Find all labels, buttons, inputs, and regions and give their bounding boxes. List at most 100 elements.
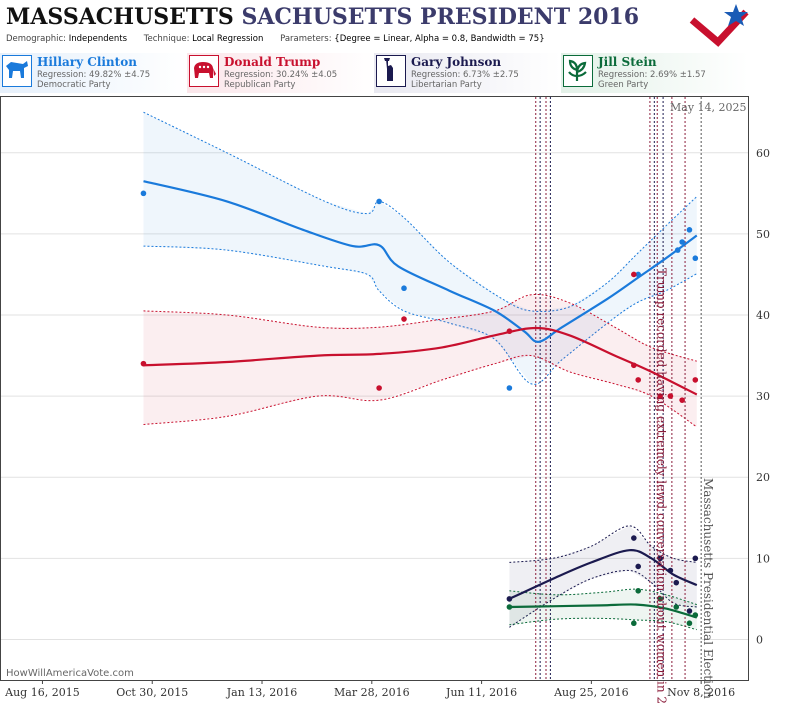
data-point	[631, 271, 637, 278]
legend-name: Hillary Clinton	[37, 55, 137, 69]
y-tick-label: 50	[756, 228, 770, 241]
data-point	[506, 328, 513, 335]
data-point	[679, 239, 685, 245]
data-point	[667, 393, 674, 399]
legend-regression: Regression: 30.24% ±4.05	[224, 70, 338, 80]
data-point	[140, 360, 147, 367]
data-point	[401, 316, 407, 322]
data-point	[686, 227, 693, 233]
confidence-band	[509, 525, 697, 628]
data-point	[692, 612, 699, 618]
data-point	[657, 555, 663, 562]
data-point	[635, 587, 642, 594]
confidence-band	[143, 294, 697, 427]
data-point	[506, 385, 513, 391]
legend-party: Democratic Party	[37, 80, 111, 90]
x-tick-label: Jan 13, 2016	[226, 686, 298, 699]
liberty-statue-icon	[376, 55, 406, 87]
donkey-icon	[2, 55, 32, 87]
data-point	[401, 285, 407, 292]
legend-item-trump: Donald Trump Regression: 30.24% ±4.05 Re…	[187, 53, 374, 93]
data-point	[631, 535, 637, 541]
y-tick-label: 20	[756, 471, 770, 484]
data-point	[692, 255, 699, 262]
data-point	[635, 271, 642, 278]
data-point	[692, 555, 699, 562]
legend-name: Gary Johnson	[411, 55, 502, 69]
parameters-label: Parameters:	[280, 34, 332, 44]
demographic-label: Demographic:	[6, 34, 67, 44]
event-annotation: Massachusetts Presidential Election	[701, 478, 715, 699]
upper-bound-line	[509, 525, 697, 563]
data-point	[506, 596, 513, 602]
upper-bound-line	[143, 111, 698, 313]
data-point	[692, 377, 699, 383]
legend-item-stein: Jill Stein Regression: 2.69% ±1.57 Green…	[561, 53, 748, 93]
data-point	[140, 190, 147, 197]
event-annotation: Trump recorded having extremely lewd con…	[654, 268, 668, 704]
data-point	[506, 604, 513, 610]
demographic-value: Independents	[68, 34, 128, 44]
x-tick-label: Jun 11, 2016	[445, 686, 517, 699]
upper-bound-line	[509, 588, 697, 606]
confidence-band	[143, 112, 697, 384]
subtitle: Demographic: Independents Technique: Loc…	[6, 34, 559, 44]
data-point	[635, 563, 642, 570]
legend-item-johnson: Gary Johnson Regression: 6.73% ±2.75 Lib…	[374, 53, 561, 93]
data-point	[679, 397, 685, 403]
data-point	[673, 579, 680, 586]
legend-party: Republican Party	[224, 80, 296, 90]
x-tick-label: Mar 28, 2016	[334, 686, 410, 699]
chart: 0 10 20 30 40 50 60 Aug 16, 2015 Oct 30, 2015 Jan…	[0, 96, 770, 704]
header: MASSACHUSETTS SACHUSETTS PRESIDENT 2016 …	[0, 0, 789, 52]
y-tick-label: 10	[756, 552, 770, 565]
lower-bound-line	[143, 354, 698, 428]
data-point	[667, 567, 674, 574]
x-tick-label: Aug 16, 2015	[4, 686, 80, 699]
leaf-icon	[563, 55, 593, 87]
data-point	[657, 393, 663, 399]
legend-regression: Regression: 49.82% ±4.75	[37, 70, 151, 80]
y-tick-label: 40	[756, 309, 770, 322]
y-tick-label: 0	[756, 633, 763, 646]
technique-value: Local Regression	[192, 34, 264, 44]
x-tick-label: Nov 8, 2016	[667, 686, 735, 699]
date-stamp: May 14, 2025	[670, 101, 747, 114]
y-tick-label: 30	[756, 390, 770, 403]
legend-item-clinton: Hillary Clinton Regression: 49.82% ±4.75…	[0, 53, 187, 93]
lower-bound-line	[509, 569, 697, 628]
legend-regression: Regression: 6.73% ±2.75	[411, 70, 519, 80]
data-point	[673, 604, 680, 610]
y-tick-label: 60	[756, 147, 770, 160]
data-point	[686, 620, 693, 627]
legend: Hillary Clinton Regression: 49.82% ±4.75…	[0, 53, 789, 93]
data-point	[674, 247, 681, 253]
data-point	[631, 620, 637, 627]
x-tick-label: Oct 30, 2015	[116, 686, 188, 699]
data-point	[635, 377, 642, 383]
legend-regression: Regression: 2.69% ±1.57	[598, 70, 706, 80]
elephant-icon	[189, 55, 219, 87]
x-tick-label: Aug 25, 2016	[553, 686, 629, 699]
parameters-value: {Degree = Linear, Alpha = 0.8, Bandwidth…	[334, 34, 545, 44]
regression-line	[143, 180, 698, 343]
regression-line	[509, 603, 698, 619]
data-point	[376, 198, 382, 205]
legend-name: Jill Stein	[598, 55, 657, 69]
watermark: HowWillAmericaVote.com	[6, 668, 134, 679]
legend-name: Donald Trump	[224, 55, 321, 69]
confidence-band	[509, 589, 697, 630]
regression-line	[143, 326, 698, 396]
legend-party: Libertarian Party	[411, 80, 482, 90]
data-point	[657, 596, 663, 602]
technique-label: Technique:	[143, 34, 190, 44]
regression-line	[508, 549, 698, 600]
data-point	[376, 385, 382, 391]
upper-bound-line	[143, 293, 697, 362]
lower-bound-line	[143, 245, 698, 385]
title-state: MASSACHUSETTS	[6, 4, 234, 30]
data-point	[631, 362, 637, 369]
legend-party: Green Party	[598, 80, 649, 90]
data-point	[686, 608, 693, 614]
brand-logo-icon	[689, 4, 749, 47]
